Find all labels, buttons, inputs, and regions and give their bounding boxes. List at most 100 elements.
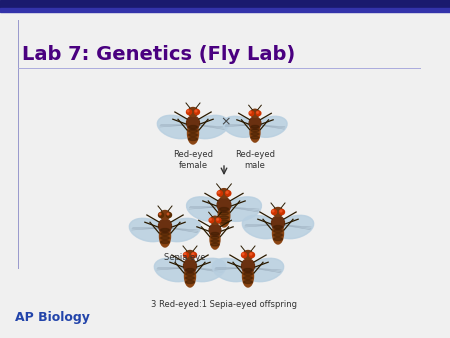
Ellipse shape bbox=[216, 218, 221, 222]
Ellipse shape bbox=[212, 258, 249, 282]
Ellipse shape bbox=[189, 134, 198, 137]
Ellipse shape bbox=[209, 224, 221, 237]
Ellipse shape bbox=[211, 243, 219, 246]
Ellipse shape bbox=[243, 272, 252, 275]
Ellipse shape bbox=[219, 189, 229, 198]
Ellipse shape bbox=[251, 129, 259, 132]
Ellipse shape bbox=[185, 268, 194, 271]
Ellipse shape bbox=[211, 216, 220, 224]
Text: Red-eyed
female: Red-eyed female bbox=[173, 150, 213, 170]
Ellipse shape bbox=[243, 250, 253, 260]
Ellipse shape bbox=[219, 208, 229, 211]
Ellipse shape bbox=[251, 136, 259, 139]
Ellipse shape bbox=[274, 230, 283, 233]
Ellipse shape bbox=[217, 218, 219, 220]
Ellipse shape bbox=[186, 116, 199, 130]
Ellipse shape bbox=[159, 213, 161, 215]
Ellipse shape bbox=[158, 115, 194, 139]
Ellipse shape bbox=[249, 112, 251, 113]
Ellipse shape bbox=[274, 238, 283, 241]
Ellipse shape bbox=[218, 204, 230, 227]
Ellipse shape bbox=[219, 220, 229, 223]
Ellipse shape bbox=[192, 252, 197, 258]
Ellipse shape bbox=[195, 110, 197, 112]
Ellipse shape bbox=[243, 268, 252, 271]
Ellipse shape bbox=[242, 259, 255, 273]
Text: Sepia eye: Sepia eye bbox=[164, 253, 206, 262]
Ellipse shape bbox=[211, 240, 219, 242]
Ellipse shape bbox=[210, 218, 212, 220]
Ellipse shape bbox=[167, 213, 169, 215]
Ellipse shape bbox=[209, 218, 214, 222]
Ellipse shape bbox=[189, 258, 225, 282]
Ellipse shape bbox=[222, 197, 261, 221]
Ellipse shape bbox=[211, 233, 219, 235]
Ellipse shape bbox=[219, 212, 229, 215]
Ellipse shape bbox=[249, 111, 254, 116]
Ellipse shape bbox=[251, 132, 259, 135]
Ellipse shape bbox=[251, 109, 260, 117]
Ellipse shape bbox=[189, 129, 198, 132]
Ellipse shape bbox=[161, 241, 170, 243]
Ellipse shape bbox=[271, 210, 276, 215]
Ellipse shape bbox=[185, 272, 194, 275]
Ellipse shape bbox=[243, 276, 252, 280]
Ellipse shape bbox=[274, 225, 283, 228]
Text: Red-eyed
male: Red-eyed male bbox=[235, 150, 275, 170]
Ellipse shape bbox=[211, 236, 219, 239]
Ellipse shape bbox=[223, 116, 256, 137]
Ellipse shape bbox=[184, 252, 189, 258]
Ellipse shape bbox=[189, 125, 198, 128]
Ellipse shape bbox=[271, 216, 284, 230]
Ellipse shape bbox=[186, 110, 192, 115]
Ellipse shape bbox=[242, 252, 247, 258]
Ellipse shape bbox=[219, 216, 229, 219]
Ellipse shape bbox=[184, 253, 186, 255]
Ellipse shape bbox=[189, 138, 198, 141]
Ellipse shape bbox=[277, 215, 314, 239]
Ellipse shape bbox=[154, 258, 191, 282]
Text: 3 Red-eyed:1 Sepia-eyed offspring: 3 Red-eyed:1 Sepia-eyed offspring bbox=[151, 300, 297, 309]
Text: ×: × bbox=[221, 116, 231, 128]
Ellipse shape bbox=[243, 265, 253, 287]
Ellipse shape bbox=[161, 228, 170, 232]
Ellipse shape bbox=[243, 281, 252, 284]
Ellipse shape bbox=[217, 197, 231, 212]
Ellipse shape bbox=[161, 233, 170, 236]
Ellipse shape bbox=[280, 210, 282, 212]
Ellipse shape bbox=[159, 225, 171, 247]
Ellipse shape bbox=[218, 191, 220, 193]
Ellipse shape bbox=[185, 281, 194, 284]
Ellipse shape bbox=[192, 253, 194, 255]
Ellipse shape bbox=[256, 111, 261, 116]
Ellipse shape bbox=[217, 191, 222, 196]
Bar bbox=[0, 8, 450, 12]
Ellipse shape bbox=[185, 276, 194, 280]
Ellipse shape bbox=[192, 115, 229, 139]
Ellipse shape bbox=[254, 116, 287, 137]
Ellipse shape bbox=[247, 258, 284, 282]
Ellipse shape bbox=[187, 197, 225, 221]
Ellipse shape bbox=[273, 208, 283, 217]
Ellipse shape bbox=[160, 211, 170, 219]
Text: Lab 7: Genetics (Fly Lab): Lab 7: Genetics (Fly Lab) bbox=[22, 46, 295, 65]
Ellipse shape bbox=[243, 215, 279, 239]
Ellipse shape bbox=[249, 117, 261, 129]
Ellipse shape bbox=[184, 259, 197, 273]
Ellipse shape bbox=[158, 219, 171, 233]
Ellipse shape bbox=[194, 110, 199, 115]
Ellipse shape bbox=[226, 191, 228, 193]
Ellipse shape bbox=[184, 265, 195, 287]
Bar bbox=[0, 0, 450, 8]
Ellipse shape bbox=[163, 218, 201, 242]
Text: AP Biology: AP Biology bbox=[15, 312, 90, 324]
Ellipse shape bbox=[161, 237, 170, 240]
Ellipse shape bbox=[274, 234, 283, 237]
Ellipse shape bbox=[251, 125, 259, 128]
Ellipse shape bbox=[279, 210, 284, 215]
Ellipse shape bbox=[273, 222, 284, 244]
Ellipse shape bbox=[242, 253, 244, 255]
Ellipse shape bbox=[256, 112, 258, 113]
Ellipse shape bbox=[250, 122, 260, 142]
Ellipse shape bbox=[158, 213, 163, 217]
